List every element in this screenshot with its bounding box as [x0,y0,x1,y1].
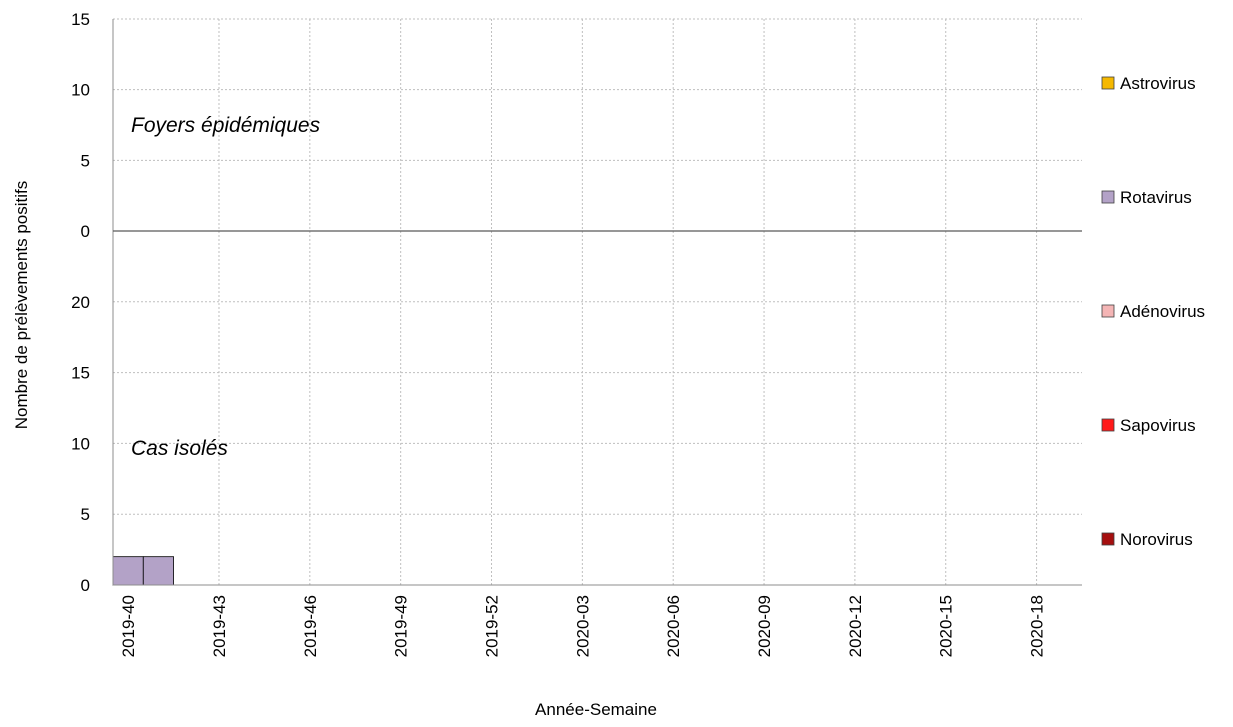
x-tick-label: 2020-06 [664,595,683,657]
legend-label: Norovirus [1120,530,1193,549]
y-tick-label: 20 [71,293,90,312]
legend-swatch [1101,304,1115,318]
y-tick-label: 15 [71,364,90,383]
y-tick-label: 5 [81,505,90,524]
x-axis-label: Année-Semaine [535,700,657,719]
x-tick-label: 2020-12 [846,595,865,657]
x-tick-label: 2019-40 [119,595,138,657]
legend-label: Sapovirus [1120,416,1196,435]
label-layer: Foyers épidémiques Cas isolés Nombre de … [12,114,657,719]
legend-swatch [1101,418,1115,432]
bar-rotavirus-2019-40 [112,556,144,586]
legend: Astrovirus Rotavirus Adénovirus Sapovirus No… [1101,74,1205,549]
x-tick-label: 2020-18 [1028,595,1047,657]
bar-layer [112,556,174,586]
x-tick-label: 2020-03 [573,595,592,657]
x-tick-label: 2020-15 [937,595,956,657]
y-tick-label: 10 [71,81,90,100]
y-axis-label: Nombre de prélèvements positifs [12,181,31,430]
x-tick-label: 2019-49 [392,595,411,657]
bar-rotavirus-2019-41 [142,556,174,586]
panel-label-foyers: Foyers épidémiques [131,114,321,137]
y-tick-label: 15 [71,10,90,29]
axis-layer: 0 5 10 15 0 5 10 15 20 2019-40 2019-43 2019-46 2019-… [71,10,1082,657]
x-tick-label: 2019-43 [210,595,229,657]
y-tick-label: 5 [81,151,90,170]
legend-swatch [1101,190,1115,204]
legend-label: Astrovirus [1120,74,1196,93]
legend-swatch [1101,532,1115,546]
y-tick-label: 10 [71,434,90,453]
y-tick-label: 0 [81,576,90,595]
panel-label-cas-isoles: Cas isolés [131,437,228,460]
x-tick-label: 2019-52 [483,595,502,657]
legend-label: Adénovirus [1120,302,1205,321]
grid-layer [113,18,1082,585]
x-tick-label: 2020-09 [755,595,774,657]
x-tick-label: 2019-46 [301,595,320,657]
y-tick-label: 0 [81,222,90,241]
legend-label: Rotavirus [1120,188,1192,207]
legend-swatch [1101,76,1115,90]
